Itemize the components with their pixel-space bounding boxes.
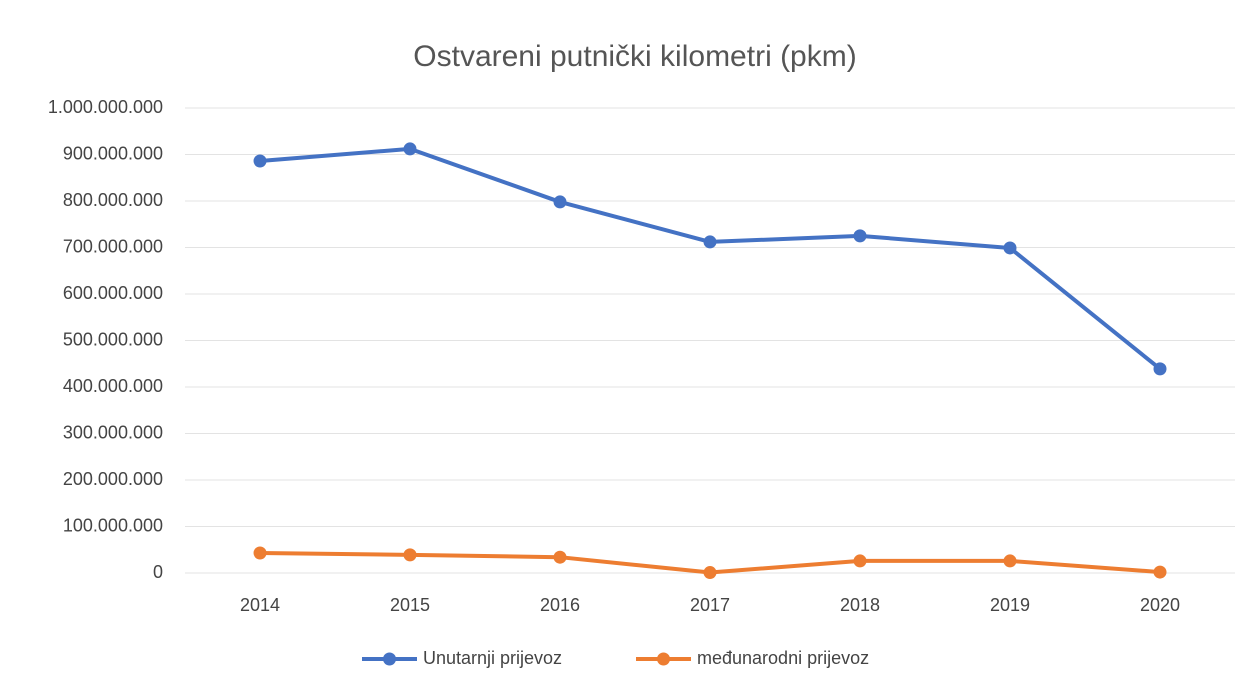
data-point	[253, 154, 267, 168]
data-point	[403, 548, 417, 562]
x-tick-label: 2016	[540, 595, 580, 615]
legend-label: međunarodni prijevoz	[697, 648, 869, 668]
legend-marker	[657, 652, 670, 666]
y-tick-label: 600.000.000	[63, 283, 163, 303]
data-point	[853, 229, 867, 243]
data-point	[403, 142, 417, 156]
data-point	[553, 550, 567, 564]
x-tick-label: 2017	[690, 595, 730, 615]
data-point	[1003, 241, 1017, 255]
x-tick-label: 2015	[390, 595, 430, 615]
data-point	[1153, 565, 1167, 579]
x-tick-label: 2019	[990, 595, 1030, 615]
x-tick-label: 2014	[240, 595, 280, 615]
data-point	[1003, 554, 1017, 568]
y-tick-label: 900.000.000	[63, 143, 163, 163]
y-tick-label: 0	[153, 562, 163, 582]
data-point	[703, 566, 717, 580]
y-tick-label: 1.000.000.000	[48, 97, 163, 117]
y-tick-label: 700.000.000	[63, 236, 163, 256]
data-point	[553, 195, 567, 209]
y-tick-label: 200.000.000	[63, 469, 163, 489]
x-tick-label: 2018	[840, 595, 880, 615]
y-tick-label: 400.000.000	[63, 376, 163, 396]
y-tick-label: 800.000.000	[63, 190, 163, 210]
legend-label: Unutarnji prijevoz	[423, 648, 562, 668]
y-tick-label: 100.000.000	[63, 515, 163, 535]
data-point	[853, 554, 867, 568]
y-tick-label: 300.000.000	[63, 422, 163, 442]
chart-title: Ostvareni putnički kilometri (pkm)	[413, 40, 856, 73]
data-point	[703, 235, 717, 249]
data-point	[253, 546, 267, 560]
y-tick-label: 500.000.000	[63, 329, 163, 349]
data-point	[1153, 362, 1167, 376]
x-tick-label: 2020	[1140, 595, 1180, 615]
legend-marker	[383, 652, 396, 666]
